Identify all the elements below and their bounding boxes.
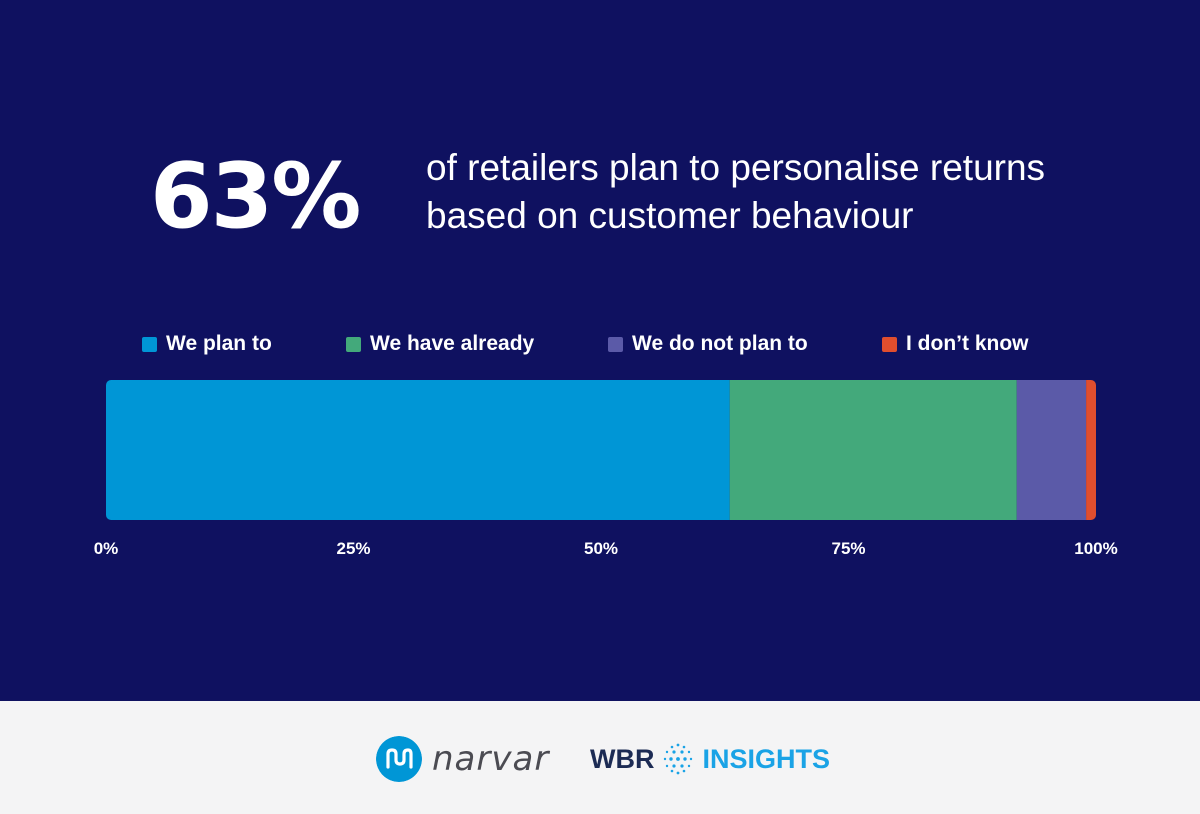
narvar-logo: narvar [376, 734, 549, 784]
wbr-insights-logo: WBR [590, 736, 830, 782]
tick-label-50: 50% [584, 539, 618, 558]
bar-segment-we-do-not-plan-to [1016, 380, 1087, 520]
legend-swatch-i-dont-know [882, 336, 897, 352]
headline-stat: 63% [150, 144, 361, 249]
legend-label-i-dont-know: I don’t know [906, 332, 1029, 355]
bar-segment-i-dont-know [1086, 380, 1096, 520]
bar-segment-we-have-already [729, 380, 1017, 520]
legend-item-we-plan-to: We plan to [142, 328, 272, 360]
tick-label-100: 100% [1074, 539, 1117, 558]
narvar-wordmark: narvar [432, 739, 550, 779]
headline-text: of retailers plan to personalise returns… [426, 147, 1046, 236]
footer: narvar WBR [0, 701, 1200, 814]
legend-swatch-we-do-not-plan-to [608, 336, 623, 352]
tick-label-75: 75% [831, 539, 865, 558]
legend-label-we-have-already: We have already [370, 332, 535, 355]
bar-segment-we-plan-to [106, 380, 730, 520]
wbr-wordmark: WBR [590, 743, 655, 774]
legend-label-we-plan-to: We plan to [166, 332, 272, 355]
legend-swatch-we-have-already [346, 336, 361, 352]
legend-item-we-have-already: We have already [346, 328, 534, 360]
dotted-globe-icon [664, 743, 693, 775]
legend-item-i-dont-know: I don’t know [882, 328, 1028, 360]
bar-segments [106, 380, 1096, 520]
narvar-mark-icon [376, 736, 422, 782]
legend-item-we-do-not-plan-to: We do not plan to [608, 328, 808, 360]
legend: We plan to We have already We do not pla… [0, 328, 1200, 360]
insights-wordmark: INSIGHTS [702, 743, 830, 774]
tick-label-0: 0% [94, 539, 119, 558]
main-panel: 63% of retailers plan to personalise ret… [0, 144, 1200, 558]
legend-label-we-do-not-plan-to: We do not plan to [632, 332, 808, 355]
tick-label-25: 25% [336, 539, 370, 558]
axis-ticks: 0% 25% 50% 75% 100% [94, 539, 1118, 558]
stacked-bar-chart: 0% 25% 50% 75% 100% [94, 380, 1118, 558]
legend-swatch-we-plan-to [142, 336, 157, 352]
